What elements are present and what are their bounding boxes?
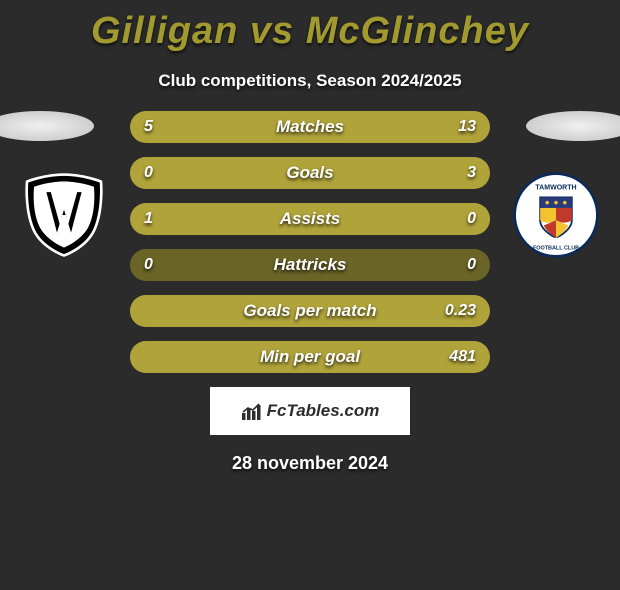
stat-row: Min per goal481 — [130, 341, 490, 373]
stat-value-left: 0 — [144, 249, 153, 281]
stat-fill-right — [130, 341, 490, 373]
stat-row: 1Assists0 — [130, 203, 490, 235]
page-title: Gilligan vs McGlinchey — [0, 10, 620, 53]
stat-row: Goals per match0.23 — [130, 295, 490, 327]
shield-icon — [20, 171, 108, 259]
left-ellipse — [0, 111, 94, 141]
stat-fill-right — [130, 295, 490, 327]
shield-icon: TAMWORTH FOOTBALL CLUB — [512, 171, 600, 259]
stat-row: 0Goals3 — [130, 157, 490, 189]
date-label: 28 november 2024 — [0, 453, 620, 474]
left-side — [4, 111, 124, 259]
stat-row: 5Matches13 — [130, 111, 490, 143]
svg-text:TAMWORTH: TAMWORTH — [535, 184, 576, 191]
stat-fill-right — [130, 157, 490, 189]
stat-fill-left — [130, 203, 490, 235]
svg-text:FOOTBALL CLUB: FOOTBALL CLUB — [533, 245, 579, 251]
comparison-bars: 5Matches13 0Goals3 1Assists0 0Hattricks0 Goa… — [124, 111, 496, 373]
stat-label: Hattricks — [130, 249, 490, 281]
fctables-label: FcTables.com — [267, 401, 380, 421]
fctables-watermark: FcTables.com — [210, 387, 410, 435]
left-club-badge — [20, 171, 108, 259]
stat-row: 0Hattricks0 — [130, 249, 490, 281]
stat-fill-left — [130, 111, 230, 143]
right-ellipse — [526, 111, 620, 141]
comparison-content: 5Matches13 0Goals3 1Assists0 0Hattricks0 Goa… — [0, 111, 620, 373]
bars-icon — [241, 403, 263, 421]
stat-fill-right — [230, 111, 490, 143]
right-club-badge: TAMWORTH FOOTBALL CLUB — [512, 171, 600, 259]
right-side: TAMWORTH FOOTBALL CLUB — [496, 111, 616, 259]
stat-value-right: 0 — [467, 249, 476, 281]
page-subtitle: Club competitions, Season 2024/2025 — [0, 71, 620, 91]
